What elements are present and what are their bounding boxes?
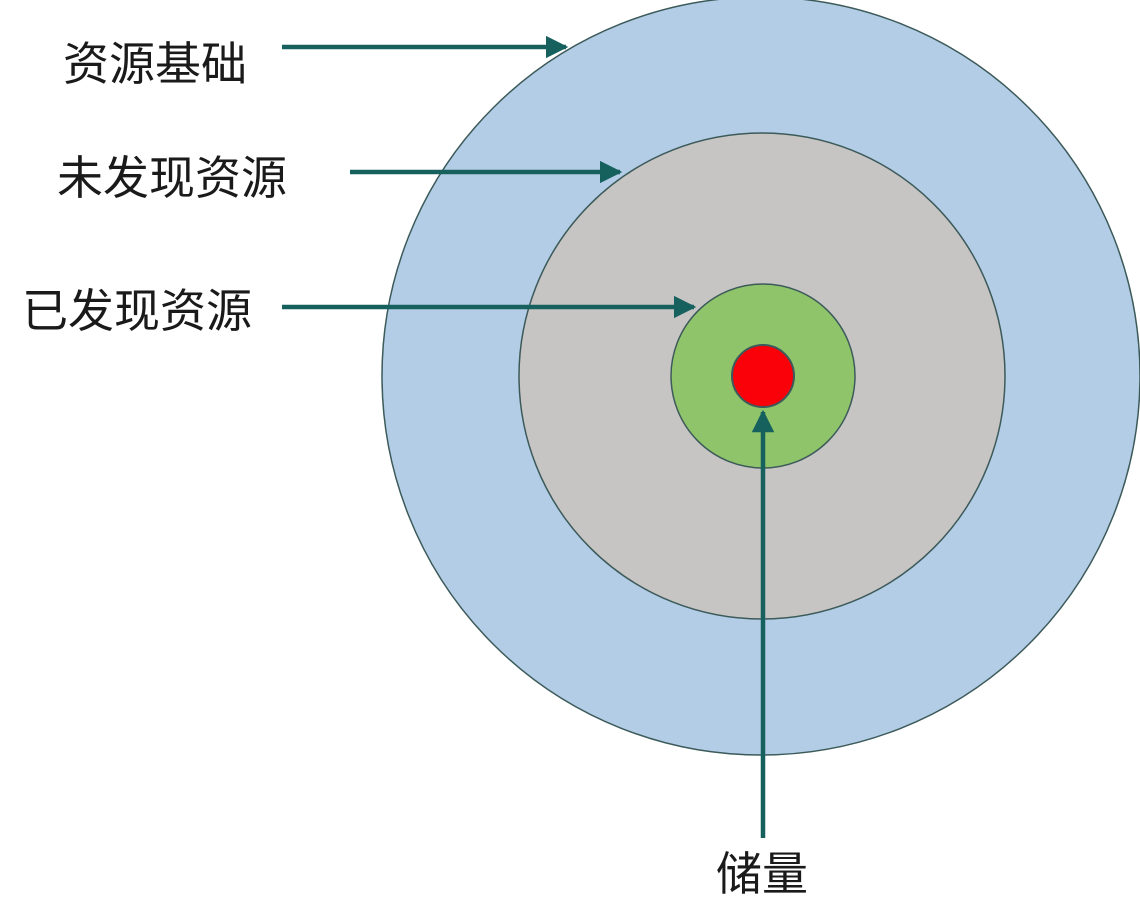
label-reserves: 储量: [716, 847, 808, 898]
ring-reserves: [731, 344, 795, 408]
label-resource-base: 资源基础: [63, 37, 247, 91]
label-undiscovered-resources: 未发现资源: [57, 151, 287, 205]
label-discovered-resources: 已发现资源: [22, 284, 252, 338]
